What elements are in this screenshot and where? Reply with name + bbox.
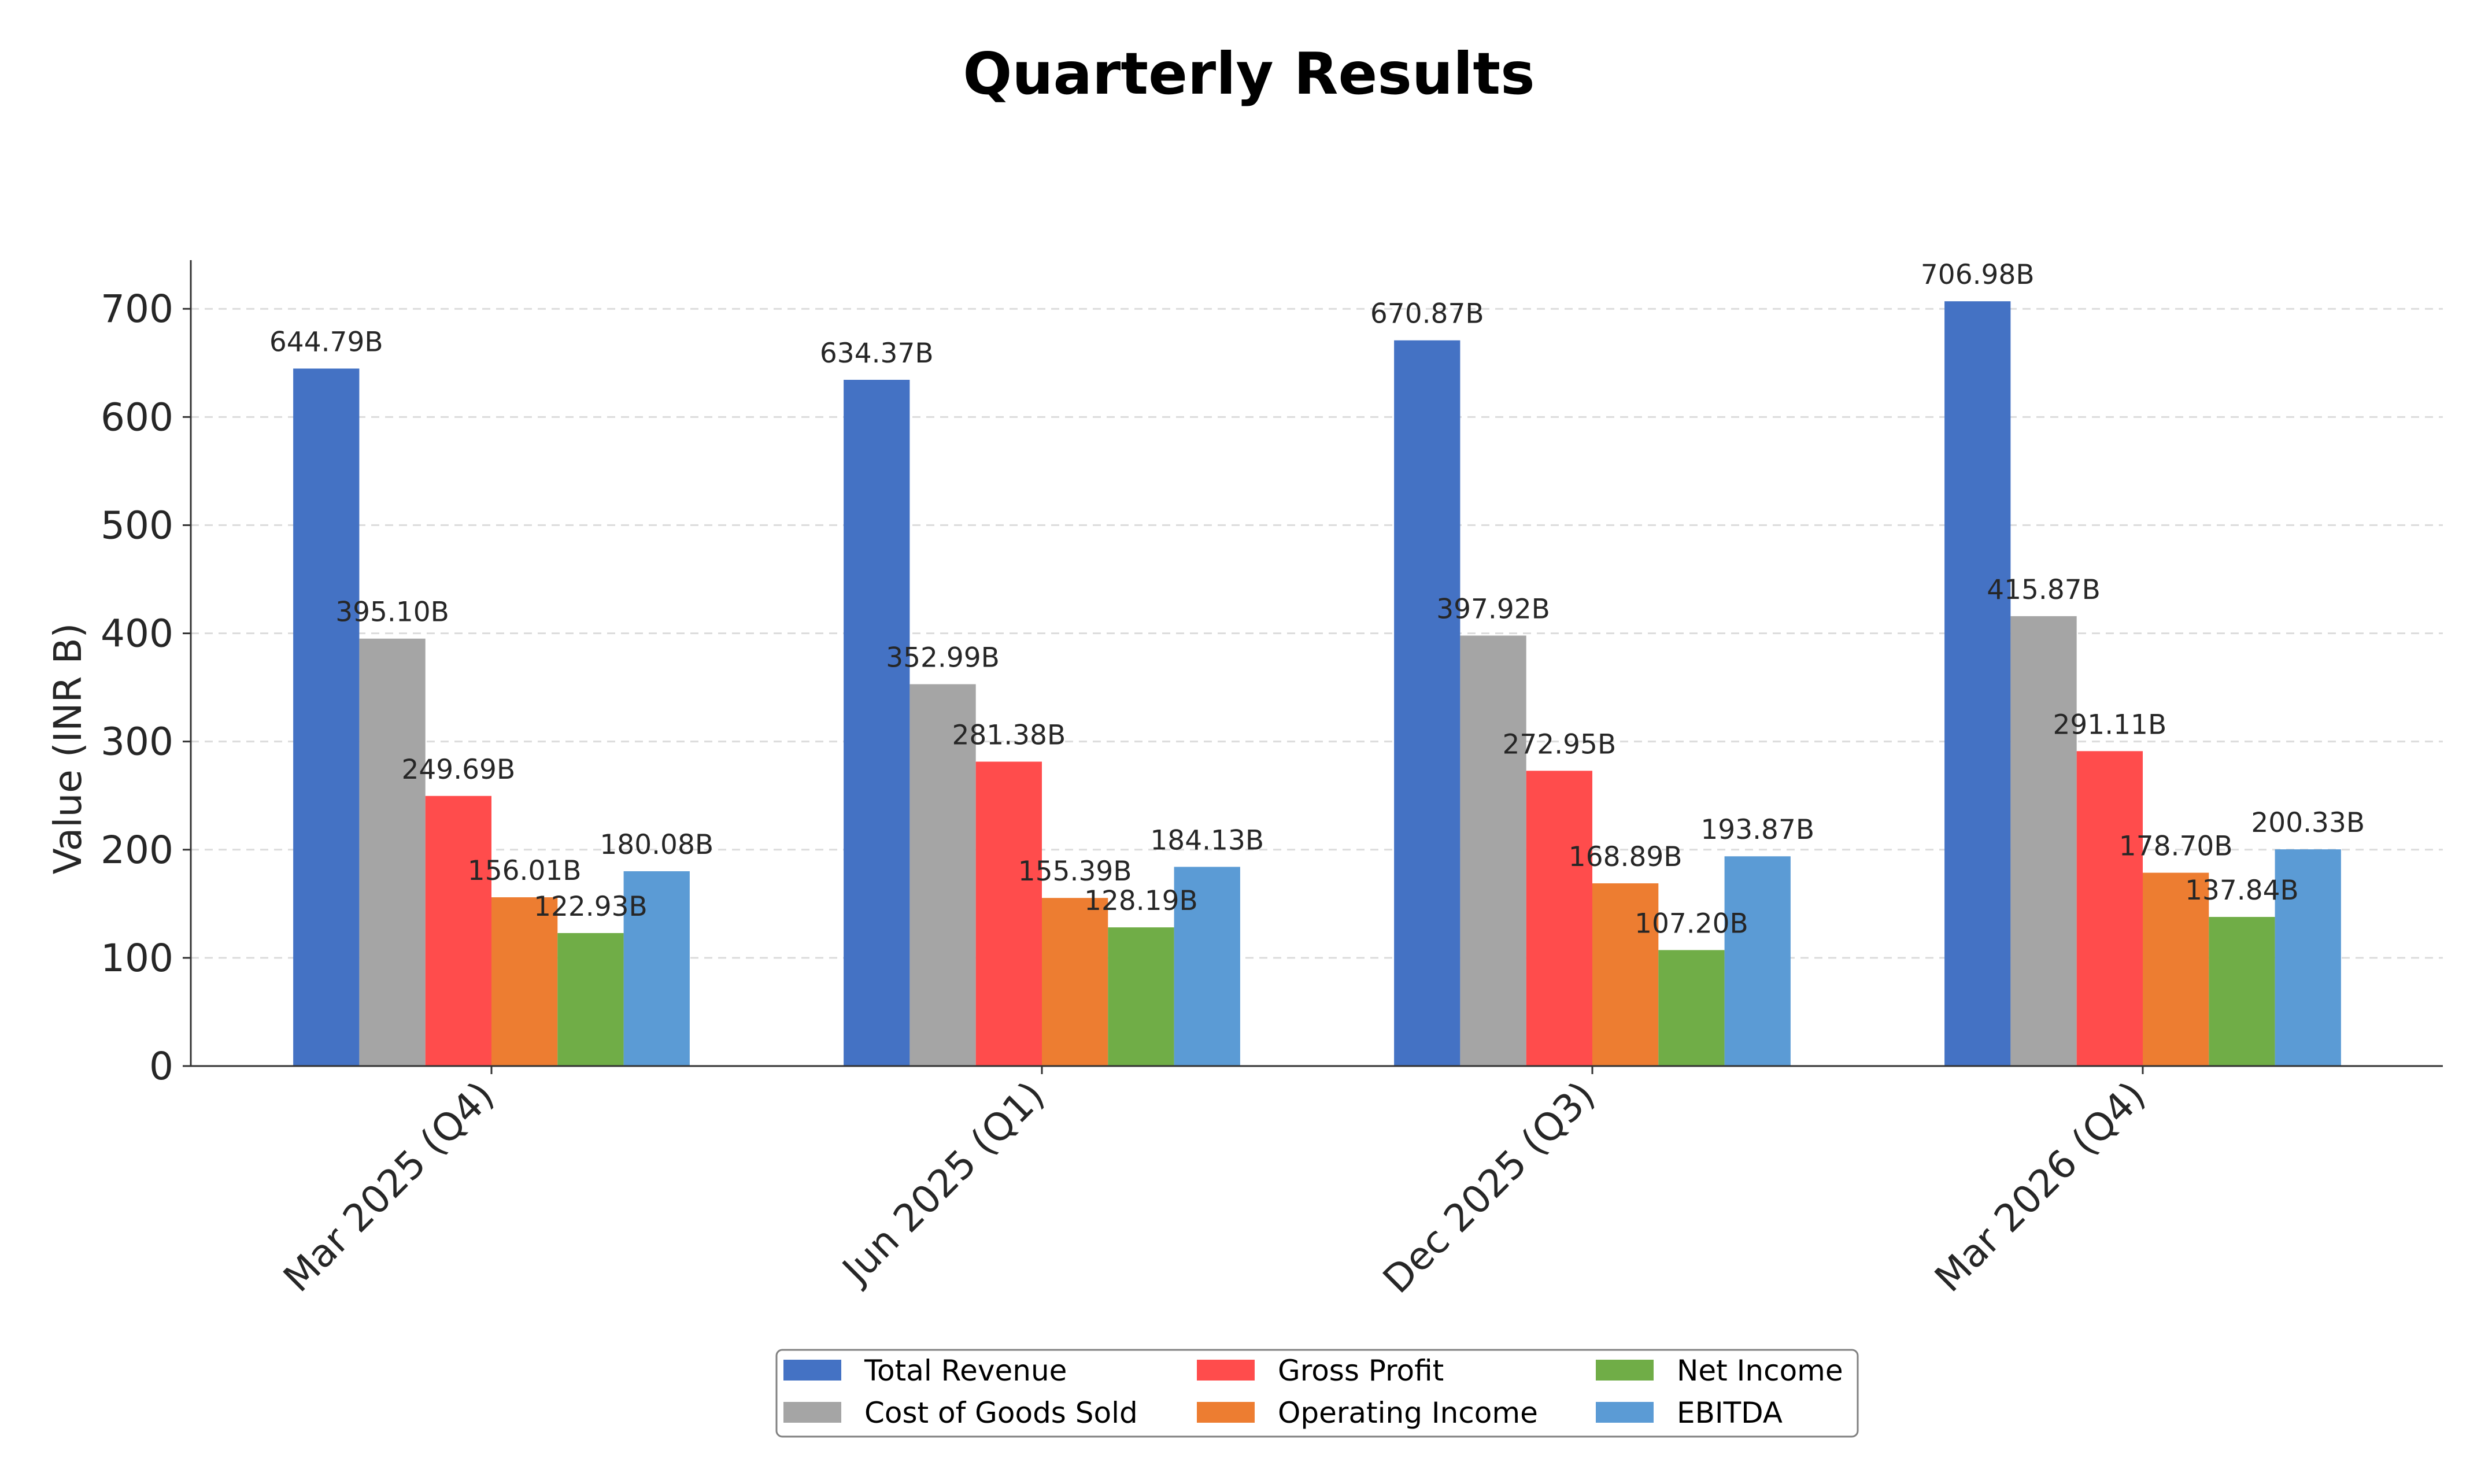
bar xyxy=(844,380,910,1066)
y-tick-label: 0 xyxy=(149,1044,173,1089)
bar xyxy=(623,871,690,1066)
legend-swatch xyxy=(783,1360,841,1381)
legend-frame xyxy=(775,1349,1859,1438)
bar xyxy=(1108,927,1174,1066)
gridlines xyxy=(191,308,2443,959)
bar xyxy=(491,897,558,1066)
bar xyxy=(1042,898,1108,1066)
data-label: 168.89B xyxy=(1569,841,1683,873)
data-label: 397.92B xyxy=(1436,593,1550,625)
bar xyxy=(2275,849,2341,1066)
bar xyxy=(1460,635,1526,1066)
y-tick-label: 100 xyxy=(101,936,173,980)
data-label: 281.38B xyxy=(952,719,1066,751)
bar xyxy=(2076,751,2143,1066)
data-label: 107.20B xyxy=(1635,908,1748,939)
bar xyxy=(1394,340,1461,1066)
legend-swatch xyxy=(1197,1402,1255,1423)
y-ticks: 0 100 200 300 400 500 600 700 xyxy=(101,287,191,1089)
legend-label: Total Revenue xyxy=(864,1354,1067,1387)
legend-label: Net Income xyxy=(1677,1354,1843,1387)
bar xyxy=(2209,917,2275,1066)
data-label: 156.01B xyxy=(468,855,582,887)
bar xyxy=(1174,867,1240,1066)
data-label: 644.79B xyxy=(269,327,383,358)
y-tick-label: 600 xyxy=(101,395,173,439)
legend-swatch xyxy=(783,1402,841,1423)
bar xyxy=(425,795,491,1066)
x-ticks: Mar 2025 (Q4) Jun 2025 (Q1) Dec 2025 (Q3) M… xyxy=(275,1066,2154,1302)
data-label: 200.33B xyxy=(2251,807,2365,839)
y-tick-label: 500 xyxy=(101,503,173,547)
bar xyxy=(975,761,1042,1066)
legend-label: EBITDA xyxy=(1677,1396,1783,1430)
data-labels: 644.79B 634.37B 670.87B 706.98B 395.10B 352.9… xyxy=(269,259,2365,939)
bar xyxy=(359,638,426,1066)
bars xyxy=(293,301,2341,1066)
bar xyxy=(557,932,624,1066)
x-tick-label: Mar 2026 (Q4) xyxy=(1927,1073,2154,1301)
bar xyxy=(1592,883,1659,1066)
data-label: 272.95B xyxy=(1502,728,1616,760)
data-label: 249.69B xyxy=(401,754,515,786)
y-axis-label: Value (INR B) xyxy=(46,623,90,875)
bar xyxy=(293,368,360,1066)
data-label: 128.19B xyxy=(1084,885,1198,917)
bar xyxy=(1724,856,1791,1066)
data-label: 634.37B xyxy=(820,338,934,369)
data-label: 137.84B xyxy=(2185,875,2299,906)
x-tick-label: Mar 2025 (Q4) xyxy=(275,1073,503,1301)
bar xyxy=(1944,301,2011,1066)
data-label: 193.87B xyxy=(1700,814,1814,846)
bar xyxy=(909,684,976,1066)
data-label: 122.93B xyxy=(534,891,648,923)
legend-label: Gross Profit xyxy=(1278,1354,1444,1387)
legend-swatch xyxy=(1596,1402,1654,1423)
data-label: 178.70B xyxy=(2119,831,2233,863)
chart-title: Quarterly Results xyxy=(963,40,1535,108)
axes xyxy=(190,260,2443,1067)
data-label: 155.39B xyxy=(1018,856,1132,887)
data-label: 670.87B xyxy=(1370,298,1484,330)
data-label: 291.11B xyxy=(2053,709,2166,741)
legend-label: Operating Income xyxy=(1278,1396,1538,1430)
legend-swatch xyxy=(1197,1360,1255,1381)
data-label: 395.10B xyxy=(335,597,449,628)
x-tick-label: Jun 2025 (Q1) xyxy=(833,1073,1053,1293)
bar xyxy=(2010,616,2077,1066)
bar xyxy=(1658,950,1725,1066)
y-tick-label: 400 xyxy=(101,612,173,656)
legend: Total Revenue Cost of Goods Sold Gross Pro… xyxy=(775,1349,1859,1438)
legend-label: Cost of Goods Sold xyxy=(864,1396,1138,1430)
bar xyxy=(1526,771,1592,1066)
bar xyxy=(2143,872,2209,1066)
x-tick-label: Dec 2025 (Q3) xyxy=(1374,1073,1603,1302)
data-label: 184.13B xyxy=(1150,824,1264,856)
y-tick-label: 700 xyxy=(101,287,173,331)
data-label: 706.98B xyxy=(1921,259,2035,291)
data-label: 180.08B xyxy=(600,829,713,861)
data-label: 352.99B xyxy=(886,642,1000,674)
data-label: 415.87B xyxy=(1987,574,2101,606)
y-tick-label: 200 xyxy=(101,828,173,872)
legend-swatch xyxy=(1596,1360,1654,1381)
y-tick-label: 300 xyxy=(101,720,173,764)
